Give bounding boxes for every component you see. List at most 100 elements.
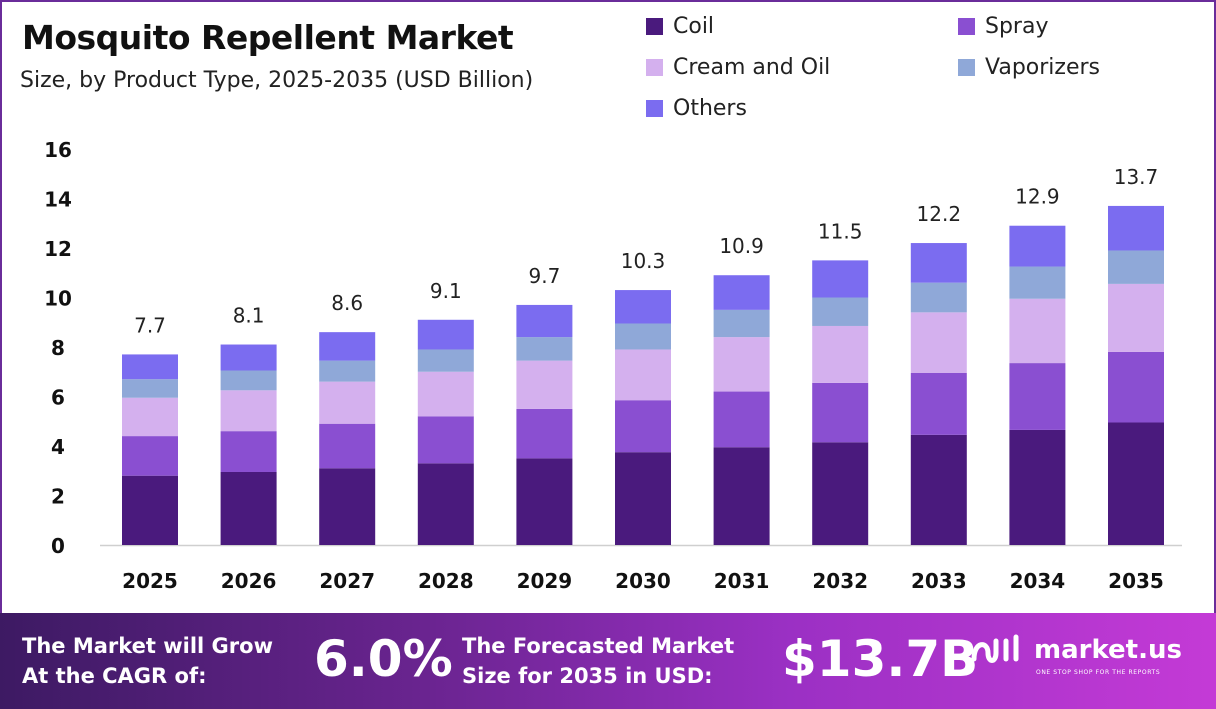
bar-segment-others — [1009, 225, 1066, 267]
brand-name: market.us — [1034, 635, 1182, 665]
bar-segment-spray — [713, 391, 770, 448]
bar-segment-vaporizers — [319, 360, 376, 382]
bar-segment-others — [319, 332, 376, 361]
bar-segment-coil — [1108, 422, 1164, 545]
x-tick-label: 2035 — [1108, 569, 1164, 593]
bar-segment-spray — [812, 382, 869, 443]
bar-segment-coil — [220, 471, 277, 545]
bar-segment-coil — [910, 434, 967, 545]
bar-total-label: 9.7 — [528, 264, 560, 288]
bar-total-label: 13.7 — [1114, 165, 1159, 189]
bar-segment-spray — [1009, 363, 1066, 430]
bar-total-label: 9.1 — [430, 279, 462, 303]
y-tick-label: 10 — [44, 287, 72, 311]
bar-segment-spray — [417, 416, 474, 464]
forecast-label: The Forecasted Market Size for 2035 in U… — [462, 631, 734, 691]
bar-segment-others — [812, 260, 869, 298]
brand-tagline: ONE STOP SHOP FOR THE REPORTS — [1036, 669, 1161, 676]
y-tick-label: 2 — [51, 485, 65, 509]
bar-segment-spray — [220, 431, 277, 472]
legend-swatch-others — [646, 100, 663, 117]
bar-segment-cream-and-oil — [910, 312, 967, 373]
bar-segment-others — [220, 344, 277, 371]
bar-segment-spray — [516, 408, 573, 459]
legend-label-cream-and-oil: Cream and Oil — [673, 55, 831, 80]
y-tick-label: 0 — [51, 534, 65, 558]
chart-title: Mosquito Repellent Market — [22, 18, 514, 57]
footer-banner: The Market will Grow At the CAGR of: 6.0… — [0, 613, 1216, 709]
bar-segment-cream-and-oil — [319, 381, 376, 424]
bar-segment-cream-and-oil — [417, 371, 474, 417]
x-tick-label: 2030 — [615, 569, 671, 593]
bar-segment-coil — [122, 475, 178, 545]
bar-total-label: 8.6 — [331, 291, 363, 315]
bar-segment-vaporizers — [1009, 266, 1066, 299]
bar-segment-coil — [615, 452, 671, 545]
bar-segment-cream-and-oil — [516, 360, 573, 409]
bar-segment-vaporizers — [615, 323, 671, 350]
y-tick-label: 6 — [51, 386, 65, 410]
bar-segment-vaporizers — [516, 337, 573, 361]
bar-total-label: 10.3 — [621, 249, 666, 273]
market-us-logo-icon — [971, 634, 1019, 663]
bar-segment-others — [910, 243, 967, 283]
bar-segment-others — [615, 290, 671, 324]
x-tick-label: 2033 — [911, 569, 967, 593]
bar-segment-cream-and-oil — [1108, 283, 1164, 352]
bar-segment-cream-and-oil — [713, 337, 770, 392]
y-tick-label: 16 — [44, 138, 72, 162]
x-tick-label: 2026 — [221, 569, 277, 593]
legend-item-cream-and-oil: Cream and Oil — [646, 55, 830, 80]
x-tick-label: 2029 — [517, 569, 573, 593]
bar-segment-cream-and-oil — [220, 390, 277, 432]
bar-segment-vaporizers — [417, 349, 474, 372]
legend-label-spray: Spray — [985, 14, 1049, 39]
bar-segment-others — [713, 275, 770, 310]
bar-segment-vaporizers — [812, 297, 869, 326]
brand-logo: market.us — [970, 633, 1182, 667]
bar-segment-cream-and-oil — [812, 325, 869, 383]
bar-segment-coil — [417, 463, 474, 545]
legend-item-vaporizers: Vaporizers — [958, 55, 1100, 80]
bar-segment-coil — [713, 447, 770, 545]
bar-segment-cream-and-oil — [1009, 298, 1066, 364]
stacked-bar-chart: 0 2 4 6 8 10 12 14 16 7.7 2025 8.1 2026 8.6 2027 9.1 202… — [44, 138, 1182, 593]
y-tick-label: 4 — [51, 435, 65, 459]
bar-segment-cream-and-oil — [615, 349, 671, 401]
x-tick-label: 2027 — [319, 569, 375, 593]
legend-swatch-coil — [646, 18, 663, 35]
bar-segment-vaporizers — [1108, 250, 1164, 284]
bar-segment-coil — [319, 468, 376, 545]
bar-total-label: 10.9 — [719, 234, 764, 258]
x-tick-label: 2032 — [812, 569, 868, 593]
bar-segment-vaporizers — [220, 370, 277, 391]
bar-segment-vaporizers — [910, 282, 967, 313]
legend-label-others: Others — [673, 96, 747, 121]
legend-swatch-cream-and-oil — [646, 59, 663, 76]
forecast-value: $13.7B — [782, 630, 979, 688]
forecast-label-line2: Size for 2035 in USD: — [462, 664, 713, 688]
bar-segment-cream-and-oil — [122, 397, 178, 437]
legend-item-others: Others — [646, 96, 747, 121]
bar-segment-others — [1108, 205, 1164, 251]
legend-label-coil: Coil — [673, 14, 715, 39]
cagr-value: 6.0% — [314, 630, 453, 688]
x-tick-label: 2034 — [1010, 569, 1066, 593]
bar-total-label: 7.7 — [134, 313, 166, 337]
bar-segment-coil — [1009, 429, 1066, 545]
bar-segment-others — [417, 319, 474, 350]
legend-item-coil: Coil — [646, 14, 714, 39]
y-tick-label: 8 — [51, 336, 65, 360]
bar-total-label: 8.1 — [233, 304, 265, 328]
bar-segment-spray — [910, 372, 967, 435]
bar-segment-vaporizers — [122, 379, 178, 398]
bar-segment-spray — [615, 400, 671, 453]
bar-total-label: 12.9 — [1015, 185, 1060, 209]
x-tick-label: 2031 — [714, 569, 770, 593]
cagr-label: The Market will Grow At the CAGR of: — [22, 631, 273, 691]
legend-label-vaporizers: Vaporizers — [985, 55, 1100, 80]
bar-segment-coil — [516, 458, 573, 545]
bar-segment-spray — [1108, 351, 1164, 423]
legend-item-spray: Spray — [958, 14, 1048, 39]
